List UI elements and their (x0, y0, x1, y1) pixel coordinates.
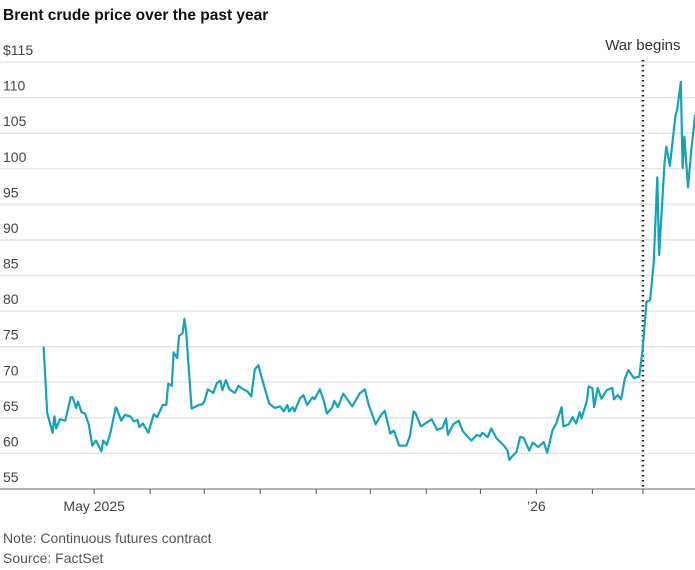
chart-note: Note: Continuous futures contract (3, 530, 212, 546)
gridlines (0, 61, 695, 455)
price-series (42, 80, 695, 461)
x-axis-ticks: May 2025 ’26 (63, 489, 644, 514)
y-tick-label: 75 (3, 327, 19, 343)
x-tick-label: ’26 (527, 498, 546, 514)
y-tick-label: 90 (3, 220, 19, 236)
x-tick-label: May 2025 (63, 498, 125, 514)
war-begins-label: War begins (605, 37, 680, 54)
y-tick-label: 85 (3, 256, 19, 272)
y-tick-label: 70 (3, 362, 19, 378)
chart-source: Source: FactSet (3, 550, 103, 566)
y-tick-label: $115 (3, 42, 33, 58)
y-tick-label: 65 (3, 398, 19, 414)
chart-title: Brent crude price over the past year (3, 7, 268, 24)
y-tick-label: 60 (3, 433, 19, 449)
y-axis-labels: 55 60 65 70 75 80 85 90 95 100 105 110 $115 (3, 42, 33, 485)
y-tick-label: 55 (3, 469, 19, 485)
y-tick-label: 95 (3, 184, 19, 200)
y-tick-label: 80 (3, 291, 19, 307)
price-line (42, 80, 695, 461)
war-annotation: War begins (605, 37, 681, 490)
y-tick-label: 105 (3, 113, 27, 129)
y-tick-label: 110 (3, 78, 26, 94)
y-tick-label: 100 (3, 149, 27, 165)
